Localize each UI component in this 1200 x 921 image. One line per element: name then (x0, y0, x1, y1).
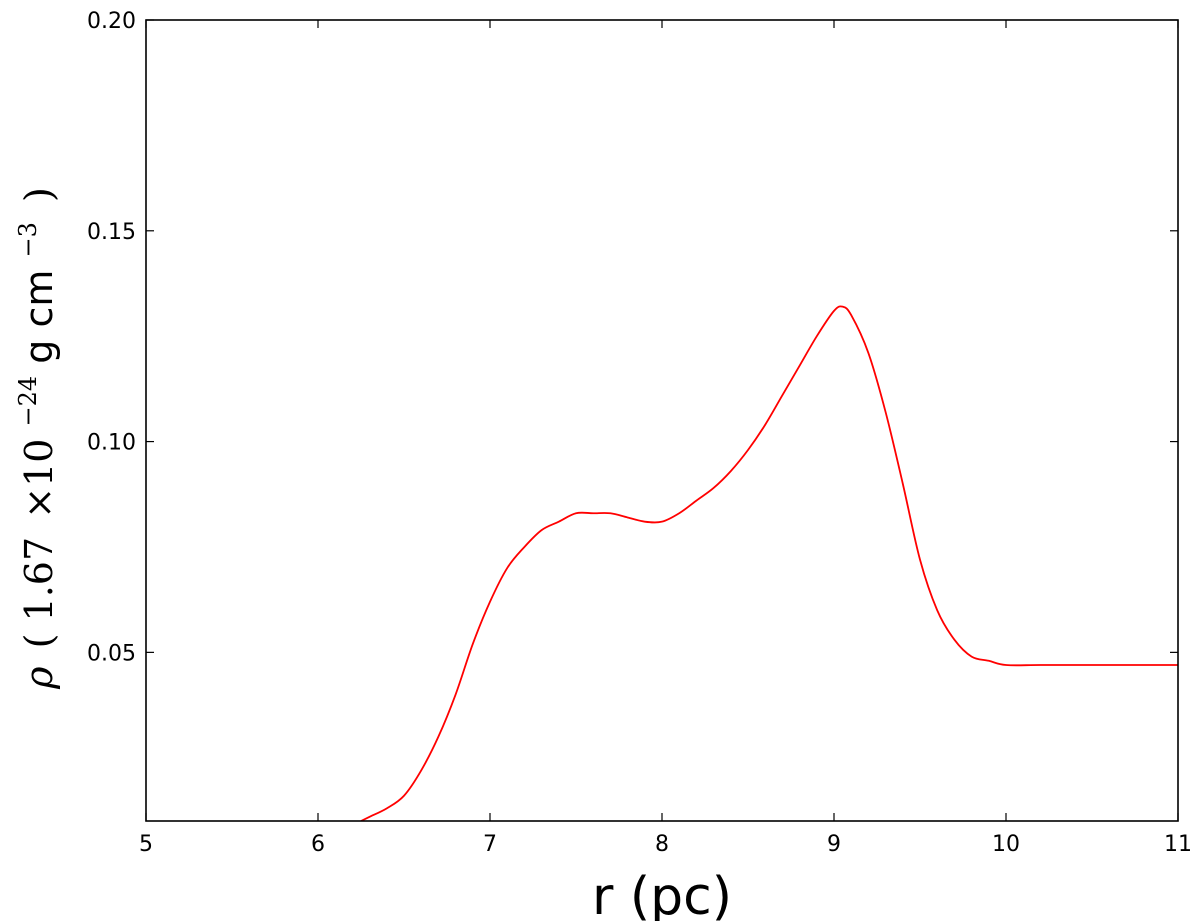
y-tick-label: 0.20 (87, 9, 136, 34)
y-axis-label: ρ ( 1.67 ×10 −24 g cm −3 ) (1, 187, 61, 690)
y-label-close-paren: ) (17, 187, 61, 202)
plot-area (360, 305, 1178, 821)
y-label-exponent-2: −3 (14, 222, 42, 257)
y-label-unit: g cm (17, 270, 61, 364)
y-tick-label: 0.05 (87, 641, 136, 666)
y-label-open-paren: ( (17, 634, 61, 649)
x-tick-label: 6 (311, 832, 325, 857)
x-tick-label: 7 (483, 832, 497, 857)
x-tick-label: 5 (139, 832, 153, 857)
y-label-exponent-1: −24 (14, 376, 42, 427)
y-label-symbol: ρ (17, 666, 61, 690)
plot-frame (145, 19, 1179, 822)
y-tick-label: 0.15 (87, 220, 136, 245)
y-label-coefficient: 1.67 (17, 537, 61, 622)
x-axis-label: r (pc) (592, 867, 732, 921)
x-tick-labels: 5 6 7 8 9 10 11 (139, 832, 1192, 857)
x-tick-label: 11 (1164, 832, 1192, 857)
y-tick-label: 0.10 (87, 431, 136, 456)
x-tick-label: 9 (827, 832, 841, 857)
y-label-times: ×10 (17, 439, 61, 519)
y-tick-labels: 0.05 0.10 0.15 0.20 (87, 9, 136, 666)
series-line-0 (360, 305, 1178, 821)
x-tick-label: 8 (655, 832, 669, 857)
x-tick-label: 10 (992, 832, 1020, 857)
